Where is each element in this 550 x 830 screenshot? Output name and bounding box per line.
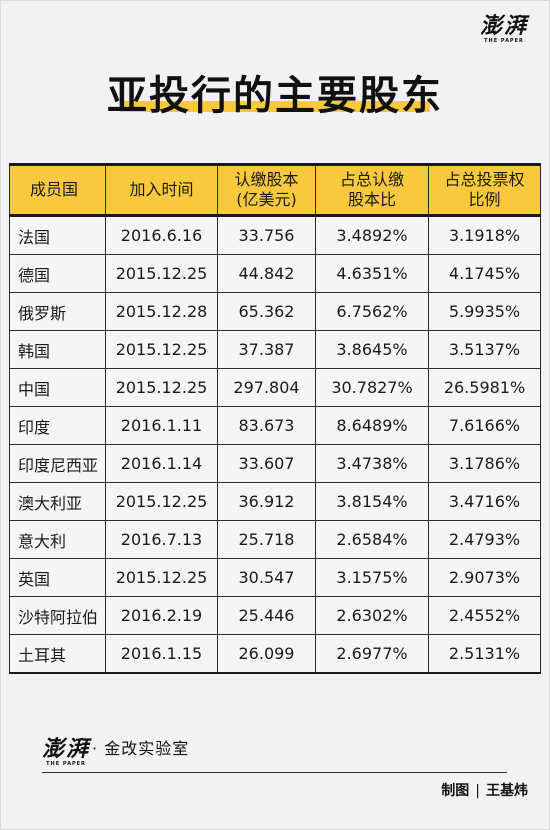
cell-date: 2015.12.25: [105, 254, 218, 293]
title-highlight: [120, 101, 430, 112]
cell-share: 2.6584%: [315, 520, 429, 559]
cell-country: 沙特阿拉伯: [9, 596, 106, 635]
header-vote-share: 占总投票权 比例: [428, 163, 541, 217]
cell-date: 2015.12.25: [105, 368, 218, 407]
page-title: 亚投行的主要股东: [0, 63, 550, 121]
credit-separator: |: [475, 783, 480, 799]
cell-capital: 65.362: [217, 292, 316, 331]
cell-country: 澳大利亚: [9, 482, 106, 521]
credit-label: 制图: [441, 783, 470, 799]
cell-share: 2.6302%: [315, 596, 429, 635]
table-row: 韩国 2015.12.25 37.387 3.8645% 3.5137%: [9, 330, 541, 369]
credit-author: 王基炜: [486, 783, 528, 799]
cell-date: 2015.12.25: [105, 482, 218, 521]
brand-logo-footer: 澎湃 THE PAPER · 金改实验室: [42, 735, 189, 767]
cell-vote: 2.4552%: [428, 596, 541, 635]
cell-capital: 25.718: [217, 520, 316, 559]
cell-share: 3.8154%: [315, 482, 429, 521]
header-capital-share: 占总认缴 股本比: [315, 163, 429, 217]
footer-brand-mark: 澎湃 THE PAPER: [42, 737, 90, 767]
table-row: 澳大利亚 2015.12.25 36.912 3.8154% 3.4716%: [9, 482, 541, 521]
cell-vote: 3.4716%: [428, 482, 541, 521]
chart-credit: 制图 | 王基炜: [441, 780, 528, 800]
cell-date: 2015.12.25: [105, 558, 218, 597]
cell-country: 英国: [9, 558, 106, 597]
cell-date: 2015.12.28: [105, 292, 218, 331]
cell-vote: 4.1745%: [428, 254, 541, 293]
cell-date: 2015.12.25: [105, 330, 218, 369]
footer-divider: [42, 772, 507, 773]
cell-date: 2016.6.16: [105, 215, 218, 255]
cell-vote: 3.1786%: [428, 444, 541, 483]
cell-vote: 2.4793%: [428, 520, 541, 559]
table-row: 俄罗斯 2015.12.28 65.362 6.7562% 5.9935%: [9, 292, 541, 331]
table-row: 英国 2015.12.25 30.547 3.1575% 2.9073%: [9, 558, 541, 597]
table-row: 法国 2016.6.16 33.756 3.4892% 3.1918%: [9, 215, 541, 255]
brand-name-cn: 澎湃: [479, 13, 528, 39]
cell-capital: 83.673: [217, 406, 316, 445]
shareholders-table: 成员国 加入时间 认缴股本 (亿美元) 占总认缴 股本比 占总投票权 比例 法国 201…: [9, 163, 541, 674]
cell-share: 3.4738%: [315, 444, 429, 483]
cell-country: 印度尼西亚: [9, 444, 106, 483]
table-row: 印度 2016.1.11 83.673 8.6489% 7.6166%: [9, 406, 541, 445]
cell-capital: 30.547: [217, 558, 316, 597]
cell-country: 法国: [9, 215, 106, 255]
cell-country: 韩国: [9, 330, 106, 369]
header-join-date: 加入时间: [105, 163, 218, 217]
table-row: 土耳其 2016.1.15 26.099 2.6977% 2.5131%: [9, 634, 541, 674]
cell-country: 德国: [9, 254, 106, 293]
cell-date: 2016.2.19: [105, 596, 218, 635]
cell-share: 6.7562%: [315, 292, 429, 331]
cell-share: 3.8645%: [315, 330, 429, 369]
brand-logo-top: 澎湃 THE PAPER: [480, 14, 528, 44]
cell-date: 2016.1.14: [105, 444, 218, 483]
table-row: 中国 2015.12.25 297.804 30.7827% 26.5981%: [9, 368, 541, 407]
cell-capital: 33.756: [217, 215, 316, 255]
table-header-row: 成员国 加入时间 认缴股本 (亿美元) 占总认缴 股本比 占总投票权 比例: [9, 163, 541, 217]
cell-country: 意大利: [9, 520, 106, 559]
cell-date: 2016.1.11: [105, 406, 218, 445]
cell-capital: 25.446: [217, 596, 316, 635]
cell-capital: 26.099: [217, 634, 316, 674]
cell-share: 3.4892%: [315, 215, 429, 255]
footer-brand-name-cn: 澎湃: [42, 736, 91, 762]
cell-capital: 297.804: [217, 368, 316, 407]
cell-vote: 2.5131%: [428, 634, 541, 674]
cell-capital: 37.387: [217, 330, 316, 369]
cell-vote: 3.5137%: [428, 330, 541, 369]
footer-brand-name-en: THE PAPER: [46, 761, 86, 767]
cell-country: 中国: [9, 368, 106, 407]
cell-vote: 5.9935%: [428, 292, 541, 331]
cell-date: 2016.7.13: [105, 520, 218, 559]
cell-country: 印度: [9, 406, 106, 445]
cell-vote: 26.5981%: [428, 368, 541, 407]
cell-capital: 33.607: [217, 444, 316, 483]
header-country: 成员国: [9, 163, 106, 217]
brand-name-en: THE PAPER: [484, 38, 524, 44]
cell-share: 8.6489%: [315, 406, 429, 445]
cell-date: 2016.1.15: [105, 634, 218, 674]
cell-country: 俄罗斯: [9, 292, 106, 331]
cell-country: 土耳其: [9, 634, 106, 674]
page-title-text: 亚投行的主要股东: [107, 73, 443, 119]
cell-vote: 7.6166%: [428, 406, 541, 445]
cell-share: 2.6977%: [315, 634, 429, 674]
cell-share: 3.1575%: [315, 558, 429, 597]
cell-capital: 44.842: [217, 254, 316, 293]
footer-brand-sub: · 金改实验室: [92, 739, 190, 758]
table-row: 德国 2015.12.25 44.842 4.6351% 4.1745%: [9, 254, 541, 293]
table-row: 印度尼西亚 2016.1.14 33.607 3.4738% 3.1786%: [9, 444, 541, 483]
table-row: 意大利 2016.7.13 25.718 2.6584% 2.4793%: [9, 520, 541, 559]
cell-share: 4.6351%: [315, 254, 429, 293]
header-capital: 认缴股本 (亿美元): [217, 163, 316, 217]
table-row: 沙特阿拉伯 2016.2.19 25.446 2.6302% 2.4552%: [9, 596, 541, 635]
cell-capital: 36.912: [217, 482, 316, 521]
cell-share: 30.7827%: [315, 368, 429, 407]
cell-vote: 2.9073%: [428, 558, 541, 597]
cell-vote: 3.1918%: [428, 215, 541, 255]
